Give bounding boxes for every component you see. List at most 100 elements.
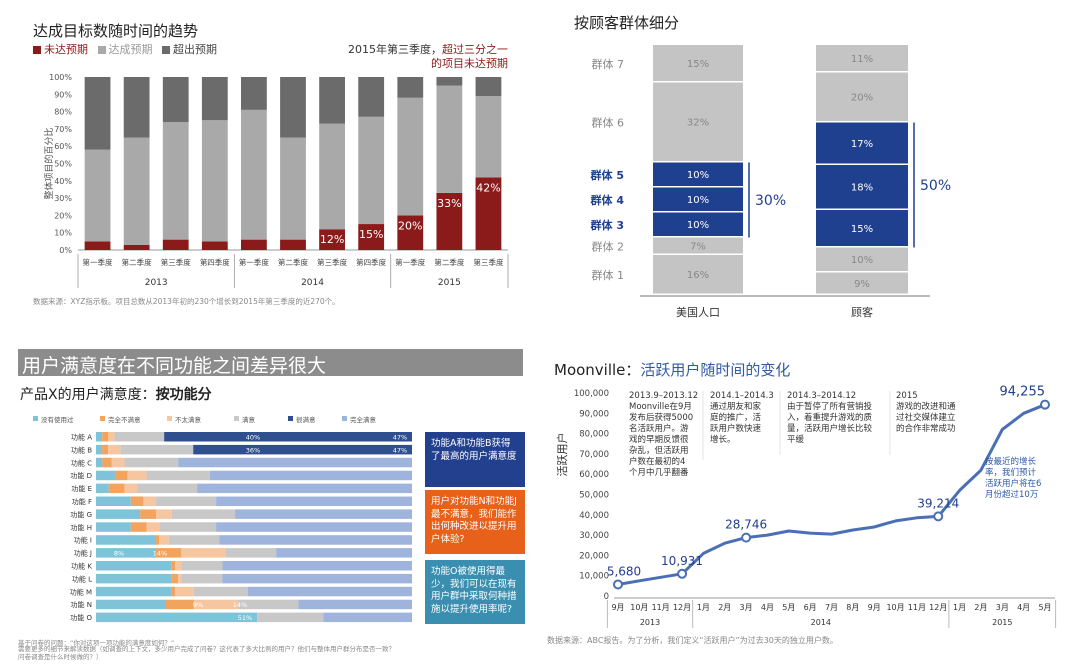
data-point — [613, 579, 623, 590]
bar-segment — [298, 599, 412, 610]
bar-segment — [201, 120, 228, 242]
bar-segment — [816, 210, 908, 246]
segment-value-label: 18% — [851, 183, 873, 194]
panel-customer-segments: 按顾客群体细分 16% 群体 1 7% 群体 2 10% 群体 3 10% 群体 4 10% 群体… — [540, 0, 1091, 330]
legend-label: 完全不满意 — [108, 415, 141, 424]
segment-value-label: 20% — [851, 93, 873, 104]
bar-segment — [162, 77, 189, 122]
legend-swatch — [234, 416, 239, 421]
y-tick-label: 90,000 — [579, 409, 609, 419]
x-tick-label: 第三季度 — [473, 257, 503, 267]
feature-label: 功能 G — [70, 510, 92, 519]
bar-segment — [114, 432, 165, 442]
annotation-2015: 2015 游戏的改进和通 过社交媒体建立 的合作非常成功 — [896, 391, 956, 434]
legend-swatch — [97, 46, 106, 54]
annotation-highlight: 的项目未达预期 — [431, 57, 508, 70]
bar-segment — [175, 586, 194, 597]
bar-segment — [178, 457, 412, 468]
x-tick-label: 3月 — [740, 603, 753, 612]
bar-segment — [225, 548, 277, 558]
feature-label: 功能 B — [71, 445, 92, 454]
x-tick-label: 5月 — [782, 603, 795, 612]
x-tick-label: 11月 — [652, 603, 670, 612]
bar-segment — [146, 522, 160, 532]
bar-segment — [143, 496, 157, 506]
bar-segment — [358, 224, 385, 250]
panel-goal-trend: 达成目标数随时间的趋势 未达预期 达成预期 超出预期 2015年第三季度，超过三… — [0, 0, 520, 320]
bar-segment — [816, 272, 908, 294]
bar-segment — [475, 77, 502, 97]
bar-segment — [219, 535, 412, 545]
bar-segment — [475, 177, 502, 250]
year-label: 2015 — [438, 278, 461, 288]
bar-segment — [96, 586, 172, 597]
bar-segment — [816, 165, 908, 209]
chart-legend: 未达预期 达成预期 超出预期 — [33, 41, 217, 57]
year-label: 2013 — [640, 618, 660, 627]
bar-segment — [222, 573, 412, 584]
bar-segment — [816, 122, 908, 164]
bar-segment — [209, 470, 412, 481]
x-tick-label: 第四季度 — [356, 257, 386, 267]
legend-label: 满意 — [242, 415, 256, 424]
bar-segment — [181, 548, 226, 558]
bar-segment — [280, 77, 306, 138]
bar-segment — [96, 535, 157, 545]
year-label: 2013 — [145, 278, 168, 288]
x-tick-label: 第二季度 — [278, 257, 308, 267]
bar-segment — [653, 187, 743, 211]
bar-segment — [816, 45, 908, 71]
bar-segment — [216, 522, 412, 532]
x-tick-label: 10月 — [630, 603, 648, 612]
x-tick-label: 11月 — [908, 603, 926, 612]
series-line — [617, 403, 1046, 586]
bar-segment — [201, 241, 228, 250]
bar-segment — [475, 96, 502, 178]
bar-segment — [111, 457, 125, 468]
bar-segment — [96, 483, 109, 494]
bar-segment — [102, 457, 112, 468]
x-tick-label: 6月 — [804, 603, 817, 612]
bar-data-label: 9% — [193, 601, 203, 609]
legend-label: 不太满意 — [175, 415, 202, 424]
y-tick-label: 60% — [54, 142, 72, 151]
bar-segment — [123, 137, 150, 245]
year-label: 2015 — [992, 618, 1012, 627]
segment-name-label: 群体 2 — [592, 239, 625, 253]
source-note: 数据来源：XYZ指示板。项目总数从2013年初的230个增长到2015年第三季度… — [33, 297, 340, 306]
bar-segment — [146, 470, 210, 481]
stacked-bar-chart: 0% 10% 20% 30% 40% 50% 60% 70% 80% 90% 100% 整体项目的百分… — [43, 73, 509, 288]
bar-segment — [397, 77, 424, 98]
legend-label: 没有使用过 — [41, 415, 74, 424]
banner: 用户满意度在不同功能之间差异很大 — [18, 349, 523, 377]
bar-segment — [222, 561, 412, 571]
title-main: 活跃用户随时间的变化 — [640, 361, 791, 379]
bar-segment — [653, 45, 743, 81]
legend-swatch — [100, 416, 105, 421]
x-tick-label: 4月 — [1017, 603, 1030, 612]
feature-label: 功能 E — [71, 484, 92, 493]
point-value-label: 10,931 — [661, 554, 703, 568]
bar-segment — [171, 509, 236, 519]
bar-segment — [436, 192, 463, 250]
y-tick-label: 10% — [54, 229, 72, 238]
point-value-label: 94,255 — [1000, 385, 1046, 400]
subtitle-bold: 按功能分 — [155, 387, 212, 403]
bar-segment — [358, 77, 385, 117]
title-prefix: Moonville： — [554, 361, 641, 379]
bar-segment — [323, 612, 412, 623]
y-tick-label: 70,000 — [579, 450, 609, 460]
feature-label: 功能 K — [71, 562, 92, 571]
data-point — [933, 511, 944, 522]
x-tick-label: 2月 — [718, 603, 731, 612]
bar-segment — [280, 239, 306, 250]
bar-data-label: 14% — [153, 550, 167, 558]
panel-active-users: Moonville：活跃用户随时间的变化 0 10,000 20,000 30,000… — [540, 355, 1091, 664]
bar-segment — [102, 444, 109, 455]
annotation-forecast: 按最近的增长 率，我们预计 活跃用户将在6 月份超过10万 — [985, 457, 1042, 500]
x-tick-label: 1月 — [953, 603, 966, 612]
bar-segment — [436, 85, 463, 193]
feature-label: 功能 J — [74, 549, 92, 558]
bar-segment — [159, 522, 217, 532]
